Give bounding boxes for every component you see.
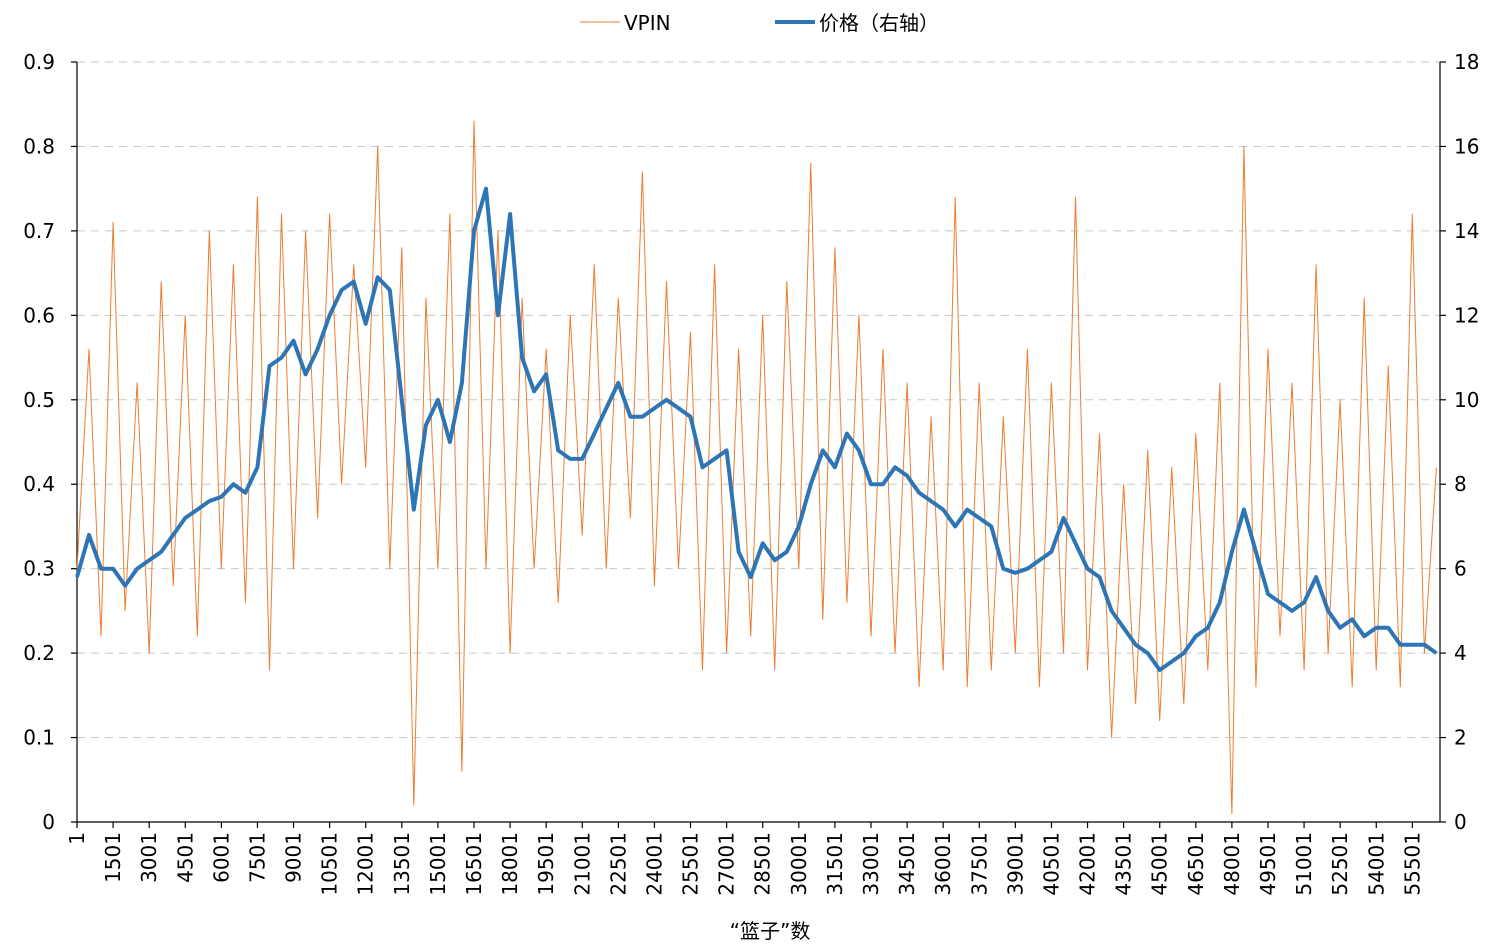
- y-tick-label: 0: [42, 810, 55, 834]
- y2-tick-label: 12: [1454, 303, 1479, 327]
- x-tick-label: 1501: [101, 832, 125, 883]
- x-tick-label: 39001: [1003, 832, 1027, 896]
- y-tick-label: 0.2: [23, 641, 55, 665]
- y2-tick-label: 18: [1454, 50, 1479, 74]
- y-tick-label: 0.6: [23, 303, 55, 327]
- x-tick-label: 4501: [173, 832, 197, 883]
- x-tick-label: 36001: [931, 832, 955, 896]
- x-tick-label: 24001: [642, 832, 666, 896]
- x-tick-label: 16501: [462, 832, 486, 896]
- x-tick-label: 45001: [1148, 832, 1172, 896]
- x-tick-label: 10501: [318, 832, 342, 896]
- x-tick-label: 30001: [787, 832, 811, 896]
- series-line: [76, 120, 1437, 815]
- y2-tick-label: 14: [1454, 219, 1479, 243]
- x-tick-label: 7501: [245, 832, 269, 883]
- x-tick-label: 54001: [1364, 832, 1388, 896]
- x-tick-label: 18001: [498, 832, 522, 896]
- y2-tick-label: 4: [1454, 641, 1467, 665]
- y2-tick-label: 6: [1454, 557, 1467, 581]
- y2-tick-label: 10: [1454, 388, 1479, 412]
- x-tick-label: 15001: [426, 832, 450, 896]
- legend-label: VPIN: [624, 11, 671, 35]
- x-tick-label: 9001: [282, 832, 306, 883]
- x-tick-label: 12001: [354, 832, 378, 896]
- x-tick-label: 33001: [859, 832, 883, 896]
- x-tick-label: 46501: [1184, 832, 1208, 896]
- y-tick-label: 0.4: [23, 472, 55, 496]
- x-tick-label: 34501: [895, 832, 919, 896]
- x-tick-label: 40501: [1039, 832, 1063, 896]
- y-tick-label: 0.5: [23, 388, 55, 412]
- y-tick-label: 0.8: [23, 134, 55, 158]
- x-tick-label: 22501: [606, 832, 630, 896]
- x-tick-label: 52501: [1328, 832, 1352, 896]
- series-line: [75, 186, 1438, 672]
- x-tick-label: 25501: [679, 832, 703, 896]
- y2-tick-label: 2: [1454, 726, 1467, 750]
- y-tick-label: 0.7: [23, 219, 55, 243]
- x-tick-label: 28501: [751, 832, 775, 896]
- x-tick-label: 37501: [967, 832, 991, 896]
- x-tick-label: 13501: [390, 832, 414, 896]
- legend-label: 价格（右轴）: [819, 11, 939, 35]
- y2-tick-label: 0: [1454, 810, 1467, 834]
- x-tick-label: 42001: [1076, 832, 1100, 896]
- y-tick-label: 0.3: [23, 557, 55, 581]
- y2-tick-label: 8: [1454, 472, 1467, 496]
- x-tick-label: 55501: [1400, 832, 1424, 896]
- x-tick-label: 27001: [715, 832, 739, 896]
- y-tick-label: 0.9: [23, 50, 55, 74]
- x-axis-label: “篮子”数: [730, 919, 811, 943]
- x-tick-label: 51001: [1292, 832, 1316, 896]
- x-tick-label: 19501: [534, 832, 558, 896]
- x-tick-label: 49501: [1256, 832, 1280, 896]
- x-tick-label: 21001: [570, 832, 594, 896]
- x-tick-label: 48001: [1220, 832, 1244, 896]
- y2-tick-label: 16: [1454, 134, 1479, 158]
- x-tick-label: 31501: [823, 832, 847, 896]
- x-tick-label: 6001: [209, 832, 233, 883]
- y-tick-label: 0.1: [23, 726, 55, 750]
- x-tick-label: 43501: [1112, 832, 1136, 896]
- x-tick-label: 1: [65, 832, 89, 845]
- x-tick-label: 3001: [137, 832, 161, 883]
